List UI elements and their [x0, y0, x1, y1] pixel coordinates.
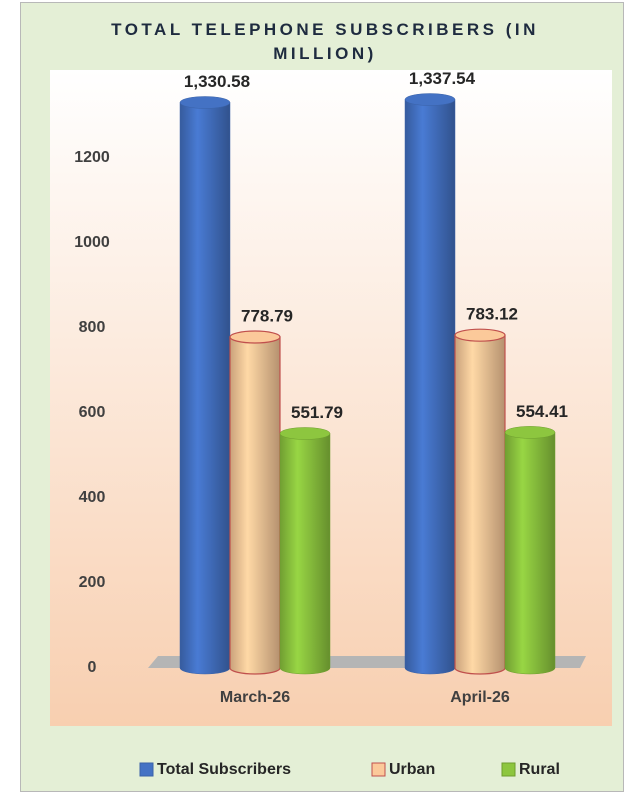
bar	[229, 336, 281, 675]
y-tick-label: 800	[79, 319, 106, 336]
y-tick-label: 0	[88, 659, 97, 676]
y-tick-label: 200	[79, 574, 106, 591]
bar-top	[229, 330, 281, 344]
legend-swatch	[501, 762, 516, 777]
legend-label: Total Subscribers	[157, 761, 291, 778]
bar-top	[404, 93, 456, 106]
y-tick-label: 1200	[74, 149, 110, 166]
x-tick-label: March-26	[220, 689, 290, 706]
y-tick-label: 600	[79, 404, 106, 421]
legend-label: Urban	[389, 761, 435, 778]
data-label: 1,330.58	[184, 72, 250, 91]
data-label: 1,337.54	[409, 69, 476, 88]
data-label: 783.12	[466, 305, 518, 324]
y-tick-label: 1000	[74, 234, 110, 251]
bar-top	[454, 328, 506, 342]
x-tick-label: April-26	[450, 689, 510, 706]
bar	[279, 433, 331, 675]
bar	[454, 334, 506, 675]
y-tick-label: 400	[79, 489, 106, 506]
bar-top	[504, 426, 556, 439]
data-label: 551.79	[291, 403, 343, 422]
bar-top	[179, 96, 231, 109]
bar	[504, 432, 556, 675]
chart-title: TOTAL TELEPHONE SUBSCRIBERS (IN MILLION)	[111, 20, 539, 63]
legend-swatch	[371, 762, 386, 777]
legend-label: Rural	[519, 761, 560, 778]
bar	[179, 102, 231, 675]
bar	[404, 99, 456, 675]
legend-swatch	[139, 762, 154, 777]
data-label: 778.79	[241, 306, 293, 325]
data-label: 554.41	[516, 402, 568, 421]
bar-top	[279, 427, 331, 440]
